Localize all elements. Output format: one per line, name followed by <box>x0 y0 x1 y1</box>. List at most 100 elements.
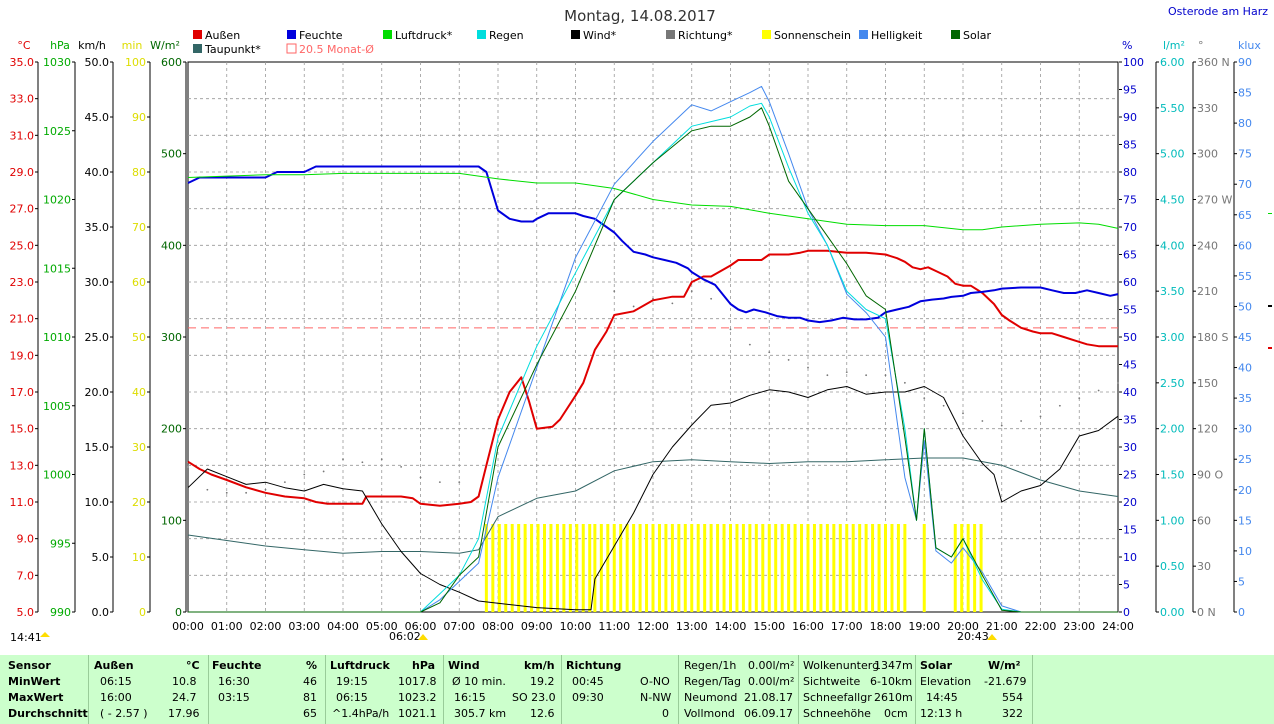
x-tick-label-18: 18:00 <box>870 620 902 633</box>
sunshine-bar-70 <box>973 524 977 612</box>
right-tick-label-3-15: 15 <box>1238 514 1252 527</box>
stats-min-aussen-time: 06:15 <box>100 675 132 688</box>
location-label: Osterode am Harz <box>1168 5 1268 18</box>
right-tick-label-3-14: 20 <box>1238 484 1252 497</box>
legend-label-4: Wind* <box>583 29 617 42</box>
sun-marker-rise <box>418 634 428 640</box>
stats-avg-feuchte-value: 65 <box>303 707 317 720</box>
right-tick-label-1-12: 0.00 <box>1160 606 1185 619</box>
x-tick-label-14: 14:00 <box>715 620 747 633</box>
sunshine-bar-36 <box>716 524 720 612</box>
right-axis-unit-0: % <box>1122 39 1132 52</box>
stats-max-druck-value: 1023.2 <box>398 691 437 704</box>
right-tick-label-2-4: 240 <box>1197 239 1218 252</box>
sunshine-bar-51 <box>812 524 816 612</box>
x-tick-label-17: 17:00 <box>831 620 863 633</box>
right-tick-label-0-8: 60 <box>1123 276 1137 289</box>
stats-min-druck-time: 19:15 <box>336 675 368 688</box>
right-tick-label-3-7: 55 <box>1238 270 1252 283</box>
left-tick-label-1-7: 995 <box>50 537 71 550</box>
stats-row-max-label: MaxWert <box>8 691 64 704</box>
stats-avg-wind-value: 12.6 <box>530 707 555 720</box>
stats-avg-druck-trend: ^1.4hPa/h <box>332 707 390 720</box>
left-tick-label-3-8: 20 <box>132 496 146 509</box>
direction-point-28 <box>865 374 868 377</box>
legend-label-5: Richtung* <box>678 29 733 42</box>
legend-swatch-7 <box>859 30 868 39</box>
weather-chart: Montag, 14.08.2017 Osterode am Harz Auße… <box>10 5 1272 644</box>
sunrise-time: 06:02 <box>389 630 421 643</box>
sunshine-bar-27 <box>657 524 661 612</box>
sunshine-bar-26 <box>651 524 655 612</box>
sunshine-bar-42 <box>754 524 758 612</box>
left-tick-label-4-3: 300 <box>161 331 182 344</box>
x-tick-label-1: 01:00 <box>211 620 243 633</box>
sunshine-bar-50 <box>806 524 810 612</box>
stats-rain-label-3: Vollmond <box>684 707 735 720</box>
sunshine-bar-20 <box>612 524 616 612</box>
stats-max-wind-time: 16:15 <box>454 691 486 704</box>
right-tick-label-1-1: 5.50 <box>1160 102 1185 115</box>
right-tick-label-3-18: 0 <box>1238 606 1245 619</box>
right-tick-label-3-0: 90 <box>1238 56 1252 69</box>
direction-point-12 <box>419 476 422 479</box>
stats-solar-value-1: 554 <box>1002 691 1023 704</box>
sunshine-bar-64 <box>896 524 900 612</box>
sunshine-bar-69 <box>966 524 970 612</box>
right-tick-label-0-7: 65 <box>1123 249 1137 262</box>
left-tick-label-3-2: 80 <box>132 166 146 179</box>
left-tick-label-0-6: 23.0 <box>10 276 35 289</box>
left-tick-label-2-4: 30.0 <box>85 276 110 289</box>
sun-marker-now <box>40 632 50 637</box>
left-tick-label-0-14: 7.0 <box>17 569 35 582</box>
stats-cloud-value-3: 0cm <box>884 707 908 720</box>
stats-row-min-label: MinWert <box>8 675 61 688</box>
x-tick-label-9: 09:00 <box>521 620 553 633</box>
right-tick-label-1-0: 6.00 <box>1160 56 1185 69</box>
series-lines <box>187 85 1272 613</box>
left-tick-label-0-8: 19.0 <box>10 349 35 362</box>
sunshine-bar-58 <box>858 524 862 612</box>
right-tick-label-0-10: 50 <box>1123 331 1137 344</box>
stats-solar-unit: W/m² <box>988 659 1021 672</box>
x-tick-label-5: 05:00 <box>366 620 398 633</box>
legend-label-0: Außen <box>205 29 240 42</box>
left-tick-label-1-0: 1030 <box>43 56 71 69</box>
stats-rain-label-0: Regen/1h <box>684 659 737 672</box>
stats-max-wind-value: SO 23.0 <box>512 691 556 704</box>
right-axis-unit-1: l/m² <box>1163 39 1185 52</box>
left-tick-label-0-12: 11.0 <box>10 496 35 509</box>
x-tick-label-10: 10:00 <box>560 620 592 633</box>
sunshine-bar-41 <box>748 524 752 612</box>
left-tick-label-0-0: 35.0 <box>10 56 35 69</box>
left-tick-label-0-11: 13.0 <box>10 459 35 472</box>
direction-point-5 <box>283 481 286 484</box>
sunshine-bar-57 <box>851 524 855 612</box>
stats-min-richtung-value: O-NO <box>640 675 670 688</box>
direction-point-15 <box>613 290 616 293</box>
legend: Außen Feuchte Luftdruck* Regen Wind* Richtung… <box>193 29 992 56</box>
stats-avg-druck-value: 1021.1 <box>398 707 437 720</box>
stats-solar-value-0: -21.679 <box>984 675 1027 688</box>
direction-point-11 <box>400 465 403 468</box>
direction-point-4 <box>264 488 267 491</box>
sunshine-bar-24 <box>638 524 642 612</box>
sunshine-bar-63 <box>890 524 894 612</box>
left-tick-label-1-1: 1025 <box>43 125 71 138</box>
x-tick-label-12: 12:00 <box>637 620 669 633</box>
sunshine-bars <box>484 524 983 612</box>
stats-header-feuchte: Feuchte <box>212 659 262 672</box>
series-taupunkt <box>187 457 1119 554</box>
left-tick-label-0-4: 27.0 <box>10 203 35 216</box>
right-tick-label-3-16: 10 <box>1238 545 1252 558</box>
direction-point-30 <box>903 381 906 384</box>
stats-max-aussen-time: 16:00 <box>100 691 132 704</box>
sunshine-bar-5 <box>517 524 521 612</box>
right-tick-label-0-16: 20 <box>1123 496 1137 509</box>
left-tick-label-1-5: 1005 <box>43 400 71 413</box>
stats-solar-header: Solar <box>920 659 953 672</box>
x-tick-label-19: 19:00 <box>908 620 940 633</box>
direction-point-29 <box>884 374 887 377</box>
sunshine-bar-16 <box>588 524 592 612</box>
direction-point-16 <box>632 305 635 308</box>
